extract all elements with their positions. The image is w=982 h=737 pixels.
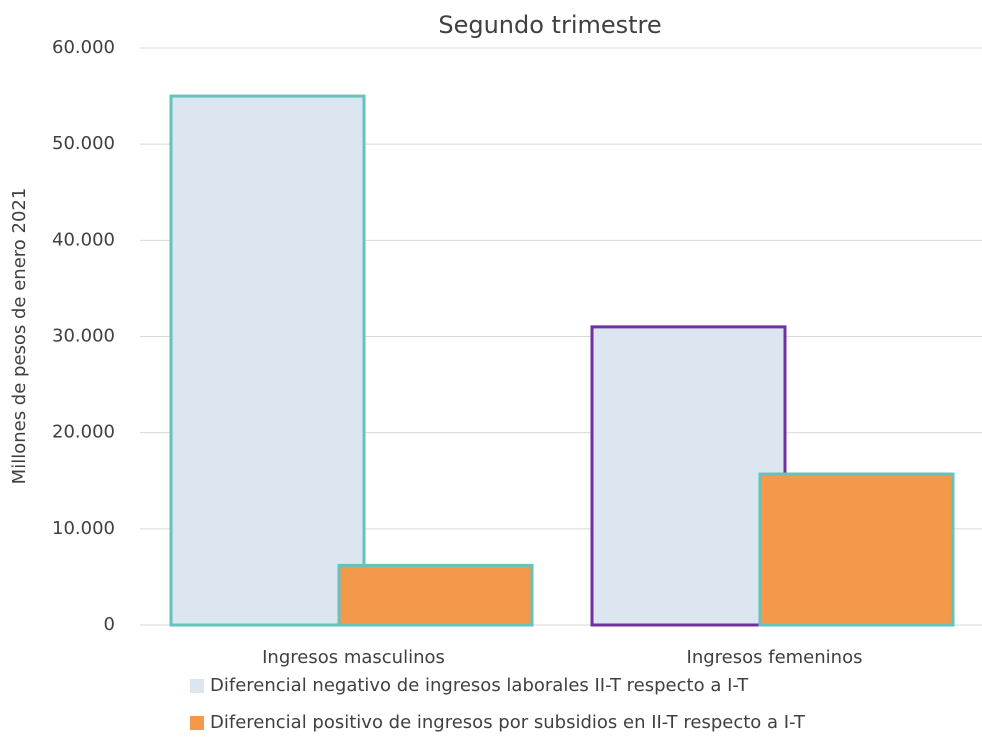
bar — [169, 94, 366, 627]
y-tick-label: 50.000 — [52, 133, 115, 154]
bar — [758, 472, 955, 627]
y-tick-label: 40.000 — [52, 229, 115, 250]
chart-title: Segundo trimestre — [438, 11, 661, 39]
legend-label: Diferencial positivo de ingresos por sub… — [210, 712, 806, 733]
bar — [590, 325, 787, 627]
y-tick-label: 10.000 — [52, 518, 115, 539]
y-tick-label: 60.000 — [52, 37, 115, 58]
x-tick-label: Ingresos masculinos — [262, 647, 445, 668]
x-tick-label: Ingresos femeninos — [687, 647, 863, 668]
legend-swatch — [190, 716, 204, 730]
legend-swatch — [190, 679, 204, 693]
y-tick-label: 0 — [104, 614, 115, 635]
bar — [337, 563, 534, 627]
y-tick-label: 20.000 — [52, 422, 115, 443]
legend-label: Diferencial negativo de ingresos laboral… — [210, 675, 749, 696]
y-axis-label: Millones de pesos de enero 2021 — [9, 188, 30, 485]
y-tick-label: 30.000 — [52, 326, 115, 347]
